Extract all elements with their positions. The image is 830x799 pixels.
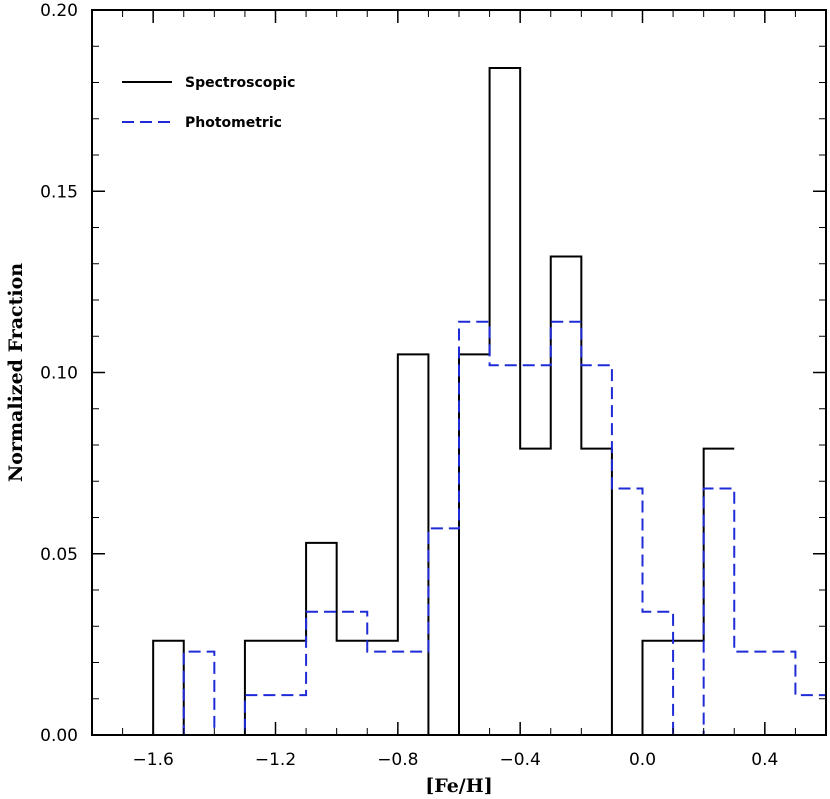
y-axis-title: Normalized Fraction xyxy=(5,263,27,482)
x-tick-label: −1.2 xyxy=(255,750,296,770)
bin-photometric-13 xyxy=(490,365,521,735)
bin-photometric-14 xyxy=(520,365,551,735)
x-axis-title: [Fe/H] xyxy=(425,775,492,797)
y-tick-label: 0.05 xyxy=(40,545,78,565)
bin-photometric-16 xyxy=(581,365,612,735)
x-tick-label: −1.6 xyxy=(133,750,174,770)
bin-photometric-15 xyxy=(551,322,582,735)
legend-label-spectroscopic: Spectroscopic xyxy=(185,75,295,91)
bin-photometric-9 xyxy=(367,652,398,735)
bin-photometric-7 xyxy=(306,612,337,735)
x-tick-label: 0.0 xyxy=(629,750,656,770)
legend-label-photometric: Photometric xyxy=(185,115,282,131)
bin-photometric-17 xyxy=(612,489,643,736)
bin-photometric-21 xyxy=(734,652,765,735)
bin-photometric-20 xyxy=(704,489,735,736)
tick-labels: −1.6 −1.2 −0.8 −0.4 0.0 0.4 0.00 0.05 0.10 0.15 0.… xyxy=(40,1,778,770)
bin-photometric-11 xyxy=(428,528,459,735)
bin-spectroscopic-19 xyxy=(673,641,704,735)
bin-photometric-12 xyxy=(459,322,490,735)
y-tick-label: 0.15 xyxy=(40,182,78,202)
bin-photometric-3 xyxy=(184,652,215,735)
y-tick-label: 0.20 xyxy=(40,1,78,21)
y-tick-label: 0.00 xyxy=(40,726,78,746)
bin-photometric-8 xyxy=(337,612,368,735)
x-tick-label: −0.4 xyxy=(500,750,541,770)
legend: Spectroscopic Photometric xyxy=(122,75,295,131)
bin-photometric-23 xyxy=(795,695,826,735)
bin-photometric-6 xyxy=(276,695,307,735)
x-tick-label: −0.8 xyxy=(377,750,418,770)
bin-photometric-18 xyxy=(643,612,674,735)
bin-photometric-22 xyxy=(765,652,796,735)
ticks-layer xyxy=(91,9,827,736)
y-tick-label: 0.10 xyxy=(40,364,78,384)
bin-spectroscopic-2 xyxy=(153,641,184,735)
bin-photometric-5 xyxy=(245,695,276,735)
x-tick-label: 0.4 xyxy=(751,750,778,770)
bin-photometric-10 xyxy=(398,652,429,735)
series-layer xyxy=(92,67,826,736)
